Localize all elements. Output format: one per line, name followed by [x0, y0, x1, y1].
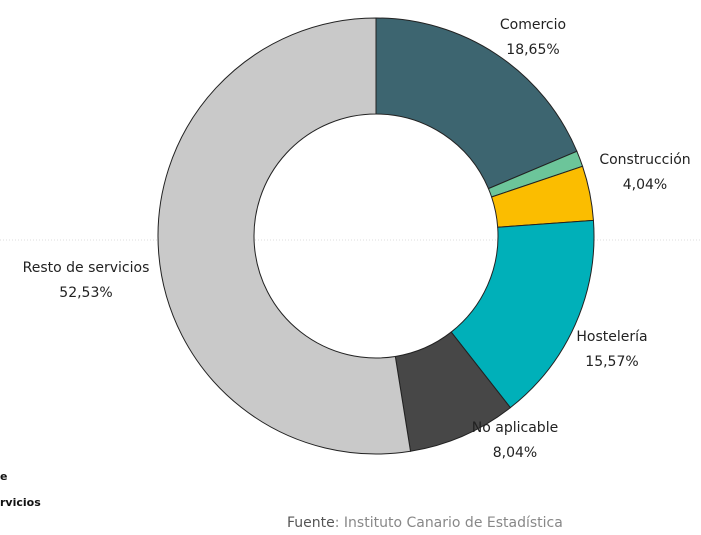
slice [375, 17, 578, 190]
legend-fragment: rvicios [0, 496, 41, 509]
slice-label: Construcción [599, 152, 690, 168]
slice [157, 17, 412, 455]
value-label: 4,04% [623, 177, 667, 193]
value-label: 52,53% [59, 285, 112, 301]
slice-label: Resto de servicios [23, 260, 150, 276]
source-label: Fuente [287, 515, 335, 531]
slice-label: Comercio [500, 17, 566, 33]
slice-label: No aplicable [472, 420, 558, 436]
legend-fragment: e [0, 470, 7, 483]
value-label: 18,65% [506, 42, 559, 58]
donut [157, 17, 595, 455]
slice-label: Hostelería [576, 329, 647, 345]
source-text: : Instituto Canario de Estadística [335, 515, 563, 531]
value-label: 15,57% [585, 354, 638, 370]
slice [450, 219, 595, 409]
source: Fuente: Instituto Canario de Estadística [287, 515, 563, 531]
value-label: 8,04% [493, 445, 537, 461]
